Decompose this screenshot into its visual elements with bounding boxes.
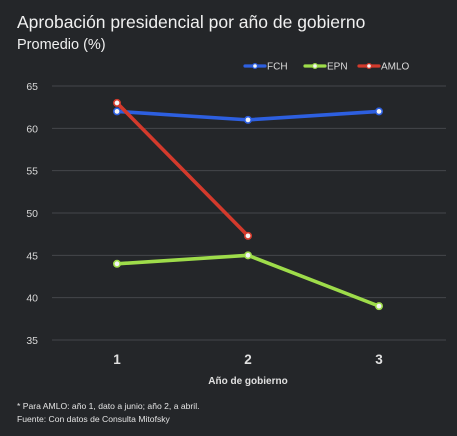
y-tick-labels: 35 40 45 50 55 60 65 — [26, 81, 38, 347]
y-tick-label-65: 65 — [26, 81, 38, 93]
point-epn-3 — [374, 302, 383, 311]
y-tick-label-55: 55 — [26, 166, 38, 178]
y-tick-label-50: 50 — [26, 208, 38, 220]
grid-layer — [52, 85, 446, 341]
x-axis-label: Año de gobierno — [208, 376, 287, 387]
legend-marker-amlo — [366, 62, 373, 69]
point-fch-3 — [374, 107, 383, 116]
point-amlo-1 — [113, 98, 122, 107]
chart-notes: * Para AMLO: año 1, dato a junio; año 2,… — [17, 400, 200, 425]
chart-title: Aprobación presidencial por año de gobie… — [17, 12, 366, 32]
point-fch-1 — [113, 107, 122, 116]
x-tick-label-3: 3 — [375, 352, 383, 367]
x-tick-labels: 1 2 3 — [113, 352, 383, 367]
chart-subtitle: Promedio (%) — [17, 37, 106, 53]
point-epn-2 — [244, 251, 253, 260]
point-amlo-2 — [244, 231, 253, 240]
legend: FCH EPN AMLO — [243, 62, 410, 73]
y-tick-label-35: 35 — [26, 335, 38, 347]
legend-label-epn: EPN — [327, 62, 348, 73]
series-line-amlo — [115, 101, 250, 238]
point-epn-1 — [113, 259, 122, 268]
legend-label-fch: FCH — [267, 62, 288, 73]
legend-marker-epn — [312, 62, 319, 69]
source-note: Fuente: Con datos de Consulta Mitofsky — [17, 413, 170, 424]
y-tick-label-60: 60 — [26, 123, 38, 135]
series-line-epn — [115, 253, 381, 308]
legend-label-amlo: AMLO — [381, 62, 410, 73]
series-layer — [113, 98, 383, 311]
x-tick-label-1: 1 — [113, 352, 121, 367]
x-tick-label-2: 2 — [244, 352, 252, 367]
y-tick-label-40: 40 — [26, 293, 38, 305]
point-fch-2 — [244, 115, 253, 124]
legend-marker-fch — [252, 62, 259, 69]
footnote: * Para AMLO: año 1, dato a junio; año 2,… — [17, 401, 200, 411]
y-tick-label-45: 45 — [26, 250, 38, 262]
